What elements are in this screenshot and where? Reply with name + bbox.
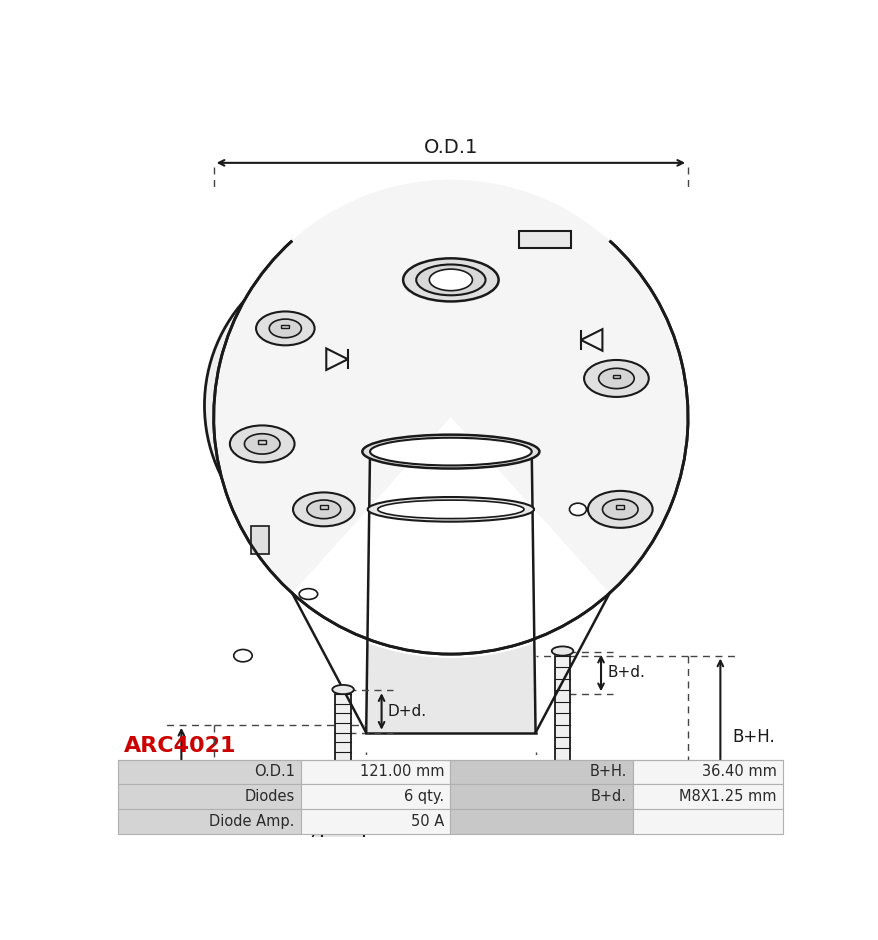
Text: Diodes: Diodes [244,789,294,804]
Ellipse shape [306,500,341,519]
Circle shape [213,180,687,654]
Bar [450,809,632,834]
Ellipse shape [583,360,648,397]
Bar [450,760,632,784]
Bar [328,825,357,831]
Bar [547,809,577,816]
Text: M8X1.25 mm: M8X1.25 mm [679,789,775,804]
Circle shape [213,180,687,654]
Text: Diode Amp.: Diode Amp. [209,814,294,829]
Bar [258,440,266,444]
Bar [330,809,355,825]
Bar [321,818,363,871]
Bar [300,784,450,809]
Text: ARC4021: ARC4021 [124,736,236,756]
Ellipse shape [244,433,280,454]
Ellipse shape [587,491,651,528]
Bar [119,809,300,834]
Circle shape [205,247,520,563]
Text: 121.00 mm: 121.00 mm [359,764,443,779]
Polygon shape [306,818,321,871]
Polygon shape [366,451,535,732]
Ellipse shape [551,647,572,656]
Ellipse shape [299,588,317,600]
Bar [300,760,450,784]
Ellipse shape [234,650,252,662]
Text: 6 qty.: 6 qty. [404,789,443,804]
Wedge shape [289,417,611,658]
Bar [281,324,289,328]
Ellipse shape [403,258,498,302]
Ellipse shape [367,497,534,522]
Bar [119,760,300,784]
Ellipse shape [332,685,354,694]
Ellipse shape [370,438,531,465]
Ellipse shape [255,311,314,345]
Text: O.D.1: O.D.1 [423,138,478,157]
Bar [632,809,781,834]
Ellipse shape [601,499,637,520]
Ellipse shape [378,500,523,519]
Bar [320,506,327,509]
Ellipse shape [292,493,354,526]
Ellipse shape [269,319,301,337]
Bar [518,230,571,247]
Wedge shape [289,417,611,658]
Ellipse shape [416,264,485,295]
Text: D+d.: D+d. [387,704,427,719]
Bar [632,784,781,809]
Bar [119,784,300,809]
Text: B+H.: B+H. [731,728,774,745]
Ellipse shape [569,503,586,515]
Ellipse shape [598,368,634,388]
Bar [541,779,583,833]
Polygon shape [525,779,541,833]
Bar [615,506,623,509]
Text: B+d.: B+d. [590,789,626,804]
Text: B+d.: B+d. [607,666,644,681]
Bar [632,760,781,784]
Bar [450,784,632,809]
Bar [335,694,350,809]
Bar [554,656,570,794]
Text: I.D.1: I.D.1 [428,775,473,793]
Bar [250,526,269,554]
Bar [300,809,450,834]
Text: D+H.: D+H. [127,770,172,788]
Ellipse shape [428,269,471,290]
Ellipse shape [362,434,539,468]
Ellipse shape [230,426,294,462]
Text: O.D.1: O.D.1 [254,764,294,779]
Bar [612,375,620,379]
Text: 50 A: 50 A [411,814,443,829]
Text: B+H.: B+H. [589,764,626,779]
Text: 36.40 mm: 36.40 mm [701,764,775,779]
Bar [550,794,574,809]
